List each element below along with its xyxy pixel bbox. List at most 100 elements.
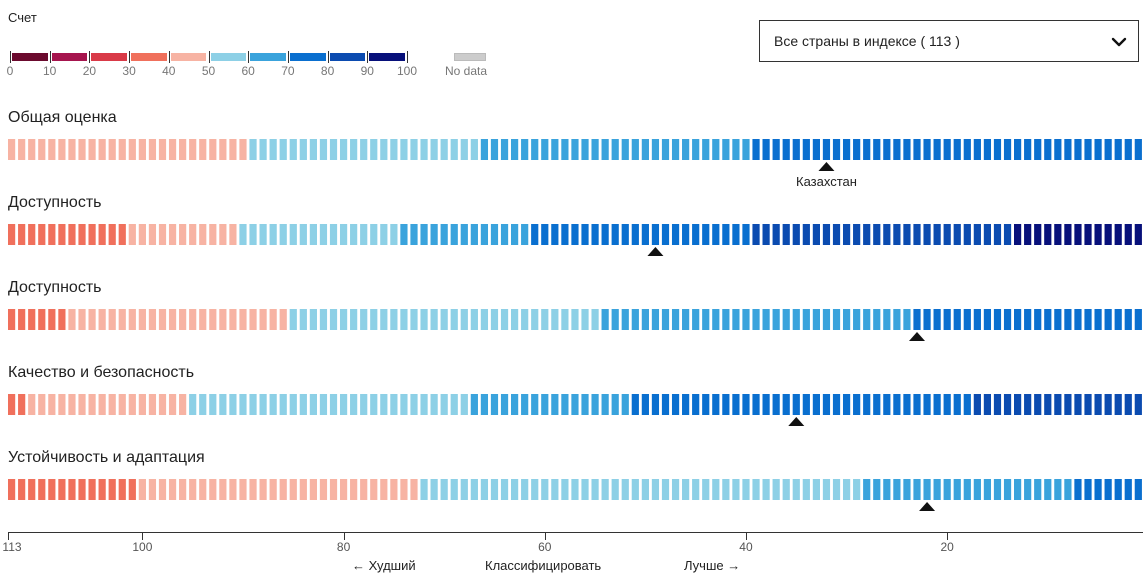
country-bar[interactable]	[692, 309, 700, 330]
country-bar[interactable]	[631, 139, 639, 160]
country-bar[interactable]	[511, 309, 519, 330]
country-bar[interactable]	[128, 139, 136, 160]
country-bar[interactable]	[873, 309, 881, 330]
country-bar[interactable]	[1074, 394, 1082, 415]
country-bar[interactable]	[893, 309, 901, 330]
country-bar[interactable]	[621, 394, 629, 415]
country-bar[interactable]	[933, 224, 941, 245]
country-bar[interactable]	[692, 394, 700, 415]
country-bar[interactable]	[742, 139, 750, 160]
country-bar[interactable]	[883, 309, 891, 330]
country-bar[interactable]	[400, 309, 408, 330]
country-bar[interactable]	[792, 479, 800, 500]
country-bar[interactable]	[661, 309, 670, 330]
country-bar[interactable]	[722, 394, 730, 415]
country-bar[interactable]	[490, 139, 499, 160]
country-bar[interactable]	[511, 479, 519, 500]
country-bar[interactable]	[611, 139, 619, 160]
country-bar[interactable]	[883, 479, 891, 500]
country-bar[interactable]	[138, 394, 146, 415]
country-bar[interactable]	[118, 139, 126, 160]
country-bar[interactable]	[1074, 479, 1082, 500]
country-bar[interactable]	[983, 309, 992, 330]
country-bar[interactable]	[179, 224, 187, 245]
country-bar[interactable]	[742, 224, 750, 245]
country-bar[interactable]	[631, 224, 639, 245]
country-bar[interactable]	[390, 394, 398, 415]
country-bar[interactable]	[128, 394, 136, 415]
country-bar[interactable]	[1014, 394, 1022, 415]
country-bar[interactable]	[98, 479, 106, 500]
country-bar[interactable]	[239, 309, 247, 330]
country-bar[interactable]	[913, 139, 921, 160]
country-bar[interactable]	[8, 139, 16, 160]
better-nav[interactable]: Лучше →	[684, 558, 740, 573]
country-bar[interactable]	[521, 139, 529, 160]
country-bar[interactable]	[682, 224, 690, 245]
country-bar[interactable]	[38, 309, 46, 330]
country-bar[interactable]	[269, 309, 277, 330]
country-bar[interactable]	[531, 479, 539, 500]
country-bar[interactable]	[219, 139, 227, 160]
country-bar[interactable]	[1074, 224, 1082, 245]
country-bar[interactable]	[903, 309, 911, 330]
country-bar[interactable]	[38, 394, 46, 415]
country-bar[interactable]	[148, 224, 157, 245]
country-bar[interactable]	[38, 479, 46, 500]
country-bar[interactable]	[410, 139, 418, 160]
country-bar[interactable]	[48, 394, 56, 415]
country-bar[interactable]	[953, 139, 961, 160]
country-bar[interactable]	[511, 139, 519, 160]
country-bar[interactable]	[923, 479, 931, 500]
country-bar[interactable]	[148, 394, 157, 415]
country-bar[interactable]	[641, 224, 649, 245]
country-bar[interactable]	[661, 139, 670, 160]
country-bar[interactable]	[1034, 309, 1042, 330]
country-bar[interactable]	[470, 479, 478, 500]
country-bar[interactable]	[1124, 224, 1132, 245]
sort-label[interactable]: Классифицировать	[485, 558, 602, 573]
country-bar[interactable]	[209, 309, 217, 330]
country-bar[interactable]	[380, 309, 388, 330]
country-bar[interactable]	[531, 224, 539, 245]
country-bar[interactable]	[1134, 224, 1142, 245]
country-bar[interactable]	[28, 394, 36, 415]
country-bar[interactable]	[943, 479, 951, 500]
country-bar[interactable]	[561, 394, 569, 415]
country-bar[interactable]	[78, 479, 86, 500]
country-bar[interactable]	[953, 479, 961, 500]
country-bar[interactable]	[772, 479, 780, 500]
country-bar[interactable]	[329, 224, 338, 245]
country-bar[interactable]	[329, 139, 338, 160]
country-bar[interactable]	[873, 394, 881, 415]
country-bar[interactable]	[18, 479, 26, 500]
country-bar[interactable]	[158, 309, 167, 330]
country-bar[interactable]	[450, 479, 458, 500]
country-bar[interactable]	[842, 224, 851, 245]
country-bar[interactable]	[1134, 139, 1142, 160]
country-bar[interactable]	[983, 479, 992, 500]
country-bar[interactable]	[933, 394, 941, 415]
country-bar[interactable]	[651, 139, 660, 160]
country-bar[interactable]	[98, 394, 106, 415]
country-bar[interactable]	[490, 309, 499, 330]
country-bar[interactable]	[490, 224, 499, 245]
country-bar[interactable]	[762, 309, 770, 330]
country-bar[interactable]	[983, 224, 992, 245]
country-bar[interactable]	[943, 394, 951, 415]
country-bar[interactable]	[279, 479, 287, 500]
country-bar[interactable]	[1003, 309, 1012, 330]
country-bar[interactable]	[269, 394, 277, 415]
country-bar[interactable]	[692, 479, 700, 500]
country-bar[interactable]	[380, 479, 388, 500]
country-bar[interactable]	[58, 394, 66, 415]
country-bar[interactable]	[752, 139, 760, 160]
country-bar[interactable]	[209, 224, 217, 245]
country-bar[interactable]	[1104, 479, 1112, 500]
country-bar[interactable]	[863, 224, 871, 245]
country-bar[interactable]	[762, 224, 770, 245]
country-bar[interactable]	[189, 394, 197, 415]
country-bar[interactable]	[752, 394, 760, 415]
country-bar[interactable]	[48, 479, 56, 500]
country-bar[interactable]	[993, 394, 1002, 415]
